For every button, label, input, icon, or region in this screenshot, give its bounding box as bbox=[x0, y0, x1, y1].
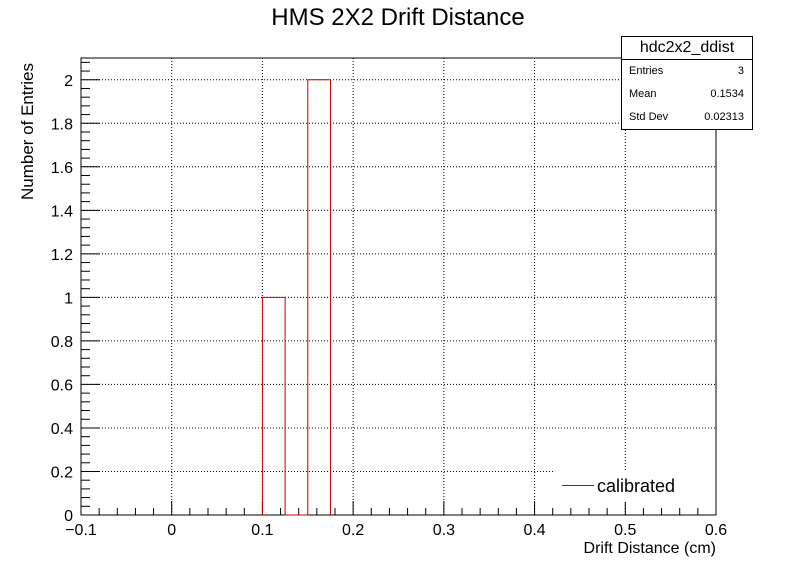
y-tick-label: 0 bbox=[64, 508, 73, 525]
stats-box: hdc2x2_ddist Entries 3 Mean 0.1534 Std D… bbox=[621, 36, 753, 130]
stats-value: 3 bbox=[737, 65, 744, 77]
y-tick-label: 1.4 bbox=[51, 203, 73, 220]
y-tick-label: 1.6 bbox=[51, 160, 73, 177]
x-axis-label: Drift Distance (cm) bbox=[584, 540, 716, 557]
legend-label: calibrated bbox=[597, 476, 676, 496]
stats-key: Std Dev bbox=[629, 111, 669, 123]
stats-row-stddev: Std Dev 0.02313 bbox=[622, 106, 752, 129]
y-tick-label: 0.8 bbox=[51, 334, 73, 351]
y-tick-label: 1 bbox=[64, 290, 73, 307]
stats-key: Mean bbox=[629, 88, 657, 100]
x-tick-label: 0.6 bbox=[705, 522, 727, 539]
stats-box-name: hdc2x2_ddist bbox=[622, 37, 752, 60]
legend: calibrated bbox=[555, 470, 715, 502]
x-tick-label: −0.1 bbox=[65, 522, 97, 539]
y-tick-label: 0.6 bbox=[51, 377, 73, 394]
x-tick-label: 0.3 bbox=[433, 522, 455, 539]
y-tick-label: 0.4 bbox=[51, 421, 73, 438]
stats-key: Entries bbox=[629, 65, 664, 77]
x-tick-label: 0 bbox=[167, 522, 176, 539]
stats-value: 0.02313 bbox=[704, 111, 744, 123]
y-tick-label: 1.2 bbox=[51, 247, 73, 264]
x-tick-label: 0.5 bbox=[614, 522, 636, 539]
y-tick-label: 0.2 bbox=[51, 464, 73, 481]
stats-value: 0.1534 bbox=[710, 88, 744, 100]
legend-line-swatch bbox=[562, 485, 594, 486]
y-tick-label: 1.8 bbox=[51, 116, 73, 133]
x-tick-label: 0.2 bbox=[342, 522, 364, 539]
stats-row-entries: Entries 3 bbox=[622, 60, 752, 83]
histogram-series-calibrated bbox=[261, 79, 331, 516]
y-tick-label: 2 bbox=[64, 73, 73, 90]
x-tick-label: 0.1 bbox=[251, 522, 273, 539]
plot-frame bbox=[80, 57, 717, 516]
chart-title: HMS 2X2 Drift Distance bbox=[271, 4, 525, 31]
y-axis-label: Number of Entries bbox=[18, 63, 37, 200]
stats-row-mean: Mean 0.1534 bbox=[622, 83, 752, 106]
x-tick-label: 0.4 bbox=[523, 522, 545, 539]
